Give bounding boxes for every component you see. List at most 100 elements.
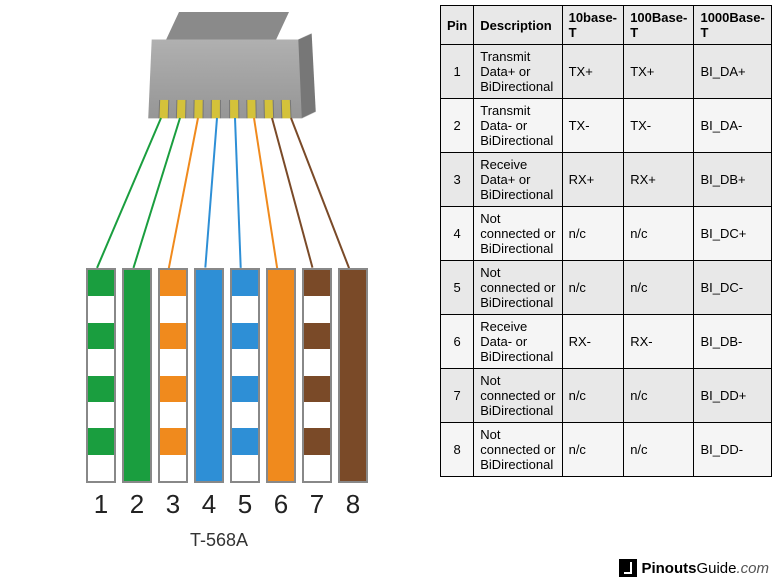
wire-stripe <box>232 402 258 428</box>
table-row: 5Not connected or BiDirectionaln/cn/cBI_… <box>441 261 772 315</box>
data-cell: n/c <box>562 369 624 423</box>
wire-stripe <box>232 428 258 454</box>
connector-contact <box>229 100 239 118</box>
wire-stripe <box>160 376 186 402</box>
wire-number: 6 <box>274 489 288 520</box>
wire-stripe <box>232 455 258 481</box>
wire-stripe <box>304 428 330 454</box>
connector-contact <box>281 100 292 118</box>
data-cell: Transmit Data+ or BiDirectional <box>474 45 562 99</box>
data-cell: BI_DA+ <box>694 45 772 99</box>
data-cell: TX- <box>624 99 694 153</box>
wire-column: 5 <box>230 268 260 520</box>
table-row: 7Not connected or BiDirectionaln/cn/cBI_… <box>441 369 772 423</box>
wire-stripe <box>304 402 330 428</box>
table-row: 4Not connected or BiDirectionaln/cn/cBI_… <box>441 207 772 261</box>
data-cell: TX+ <box>624 45 694 99</box>
connector-contact <box>194 100 204 118</box>
wire-solid <box>122 268 152 483</box>
table-header-cell: Description <box>474 6 562 45</box>
data-cell: BI_DB+ <box>694 153 772 207</box>
wire-solid <box>266 268 296 483</box>
wire-column: 4 <box>194 268 224 520</box>
connector-contact <box>246 100 256 118</box>
data-cell: BI_DC- <box>694 261 772 315</box>
wire-stripe <box>304 455 330 481</box>
wire-stripe <box>160 455 186 481</box>
wire-strand <box>253 118 278 268</box>
data-cell: TX+ <box>562 45 624 99</box>
wire-column: 3 <box>158 268 188 520</box>
wire-number: 2 <box>130 489 144 520</box>
data-cell: n/c <box>624 261 694 315</box>
wire-stripe <box>232 270 258 296</box>
data-cell: Not connected or BiDirectional <box>474 261 562 315</box>
wire-striped <box>230 268 260 483</box>
wire-striped <box>302 268 332 483</box>
pinout-table-panel: PinDescription10base-T100Base-T1000Base-… <box>440 0 777 581</box>
table-header-cell: 1000Base-T <box>694 6 772 45</box>
wire-stripe <box>88 376 114 402</box>
pin-cell: 1 <box>441 45 474 99</box>
data-cell: Receive Data- or BiDirectional <box>474 315 562 369</box>
wire-stripe <box>88 455 114 481</box>
wire-stripe <box>232 296 258 322</box>
connector-contact <box>263 100 274 118</box>
wire-strand <box>96 118 162 269</box>
wire-stripe <box>304 323 330 349</box>
wire-stripe <box>88 296 114 322</box>
data-cell: BI_DC+ <box>694 207 772 261</box>
wire-striped <box>158 268 188 483</box>
connector-body <box>148 39 302 118</box>
wiring-standard-label: T-568A <box>190 530 248 551</box>
data-cell: n/c <box>624 423 694 477</box>
wire-stripe <box>304 376 330 402</box>
data-cell: BI_DA- <box>694 99 772 153</box>
wire-strand <box>234 118 242 268</box>
data-cell: BI_DD+ <box>694 369 772 423</box>
wire-stripe <box>160 270 186 296</box>
connector-contact <box>158 100 169 118</box>
wire-column: 2 <box>122 268 152 520</box>
wire-stripe <box>304 349 330 375</box>
data-cell: RX- <box>624 315 694 369</box>
brand-part-1: Pinouts <box>641 560 696 577</box>
data-cell: RX- <box>562 315 624 369</box>
table-row: 6Receive Data- or BiDirectionalRX-RX-BI_… <box>441 315 772 369</box>
wire-stripe <box>160 323 186 349</box>
table-header-cell: 100Base-T <box>624 6 694 45</box>
table-header-cell: Pin <box>441 6 474 45</box>
pin-cell: 7 <box>441 369 474 423</box>
wire-solid <box>194 268 224 483</box>
data-cell: Not connected or BiDirectional <box>474 207 562 261</box>
wire-stripe <box>88 349 114 375</box>
wire-stripe <box>88 270 114 296</box>
wire-number: 4 <box>202 489 216 520</box>
wire-column: 7 <box>302 268 332 520</box>
data-cell: Receive Data+ or BiDirectional <box>474 153 562 207</box>
pin-cell: 3 <box>441 153 474 207</box>
connector-contacts <box>158 100 291 118</box>
wire-stripe <box>304 270 330 296</box>
site-attribution: PinoutsGuide.com <box>619 559 769 577</box>
wire-stripe <box>232 376 258 402</box>
wire-stripe <box>88 402 114 428</box>
site-brand-text: PinoutsGuide.com <box>641 560 769 577</box>
data-cell: n/c <box>624 369 694 423</box>
wire-stripe <box>160 296 186 322</box>
table-body: 1Transmit Data+ or BiDirectionalTX+TX+BI… <box>441 45 772 477</box>
wire-stripe <box>160 402 186 428</box>
wire-number: 7 <box>310 489 324 520</box>
site-logo-icon <box>619 559 637 577</box>
table-header-cell: 10base-T <box>562 6 624 45</box>
pin-cell: 2 <box>441 99 474 153</box>
wire-stripe <box>160 349 186 375</box>
wire-color-blocks: 12345678 <box>86 268 368 520</box>
connector-contact <box>211 100 221 118</box>
wire-stripe <box>160 428 186 454</box>
wire-number: 3 <box>166 489 180 520</box>
pin-cell: 5 <box>441 261 474 315</box>
data-cell: BI_DB- <box>694 315 772 369</box>
wire-stripe <box>232 349 258 375</box>
brand-part-3: .com <box>736 560 769 577</box>
